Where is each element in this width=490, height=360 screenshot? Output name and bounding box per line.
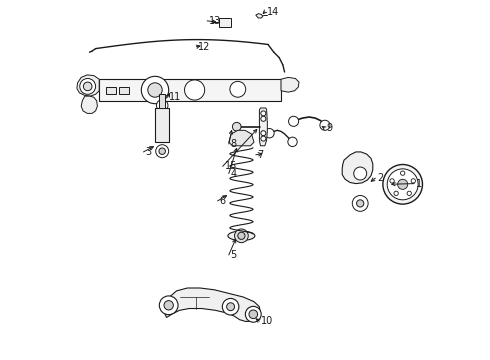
Polygon shape	[342, 152, 373, 184]
Circle shape	[400, 171, 405, 175]
Circle shape	[159, 296, 178, 315]
Bar	[106, 87, 117, 94]
Circle shape	[222, 298, 239, 315]
Circle shape	[245, 306, 261, 322]
Text: 8: 8	[231, 139, 237, 149]
Circle shape	[352, 195, 368, 211]
Circle shape	[261, 136, 266, 141]
Text: 10: 10	[261, 316, 273, 326]
Text: 11: 11	[170, 92, 182, 102]
Text: 12: 12	[198, 42, 211, 52]
Bar	[155, 108, 170, 142]
Text: 7: 7	[258, 150, 264, 160]
Ellipse shape	[228, 231, 255, 240]
Circle shape	[354, 167, 367, 180]
Circle shape	[357, 200, 364, 207]
Circle shape	[156, 145, 169, 158]
Circle shape	[185, 80, 205, 100]
Circle shape	[159, 148, 166, 154]
Text: 4: 4	[231, 168, 237, 179]
Bar	[220, 18, 231, 27]
Circle shape	[148, 83, 162, 97]
Circle shape	[289, 116, 298, 126]
Text: 9: 9	[326, 123, 332, 133]
Circle shape	[232, 122, 241, 131]
Circle shape	[411, 179, 416, 183]
Circle shape	[249, 310, 258, 319]
Circle shape	[265, 129, 274, 138]
Circle shape	[407, 191, 412, 195]
Polygon shape	[81, 96, 98, 113]
Text: 14: 14	[267, 7, 279, 17]
Circle shape	[156, 100, 168, 111]
Circle shape	[238, 232, 245, 239]
Polygon shape	[229, 130, 254, 146]
Polygon shape	[281, 77, 299, 92]
Circle shape	[235, 229, 248, 243]
Circle shape	[80, 78, 96, 94]
Circle shape	[383, 165, 422, 204]
Circle shape	[288, 137, 297, 147]
Circle shape	[227, 303, 235, 311]
Circle shape	[164, 301, 173, 310]
Polygon shape	[256, 14, 263, 18]
Circle shape	[261, 116, 266, 121]
Circle shape	[320, 120, 330, 130]
Circle shape	[398, 179, 408, 189]
Text: 3: 3	[145, 147, 151, 157]
Text: 5: 5	[231, 250, 237, 260]
Bar	[99, 79, 281, 101]
Polygon shape	[77, 75, 99, 96]
Text: 1: 1	[416, 179, 422, 189]
Bar	[119, 87, 129, 94]
Circle shape	[394, 191, 398, 195]
Circle shape	[83, 82, 92, 91]
Circle shape	[387, 169, 418, 200]
Circle shape	[261, 111, 266, 116]
Polygon shape	[164, 288, 260, 321]
Text: 2: 2	[377, 173, 383, 183]
Circle shape	[141, 76, 169, 104]
Circle shape	[261, 131, 266, 136]
Bar	[159, 94, 166, 108]
Text: 15: 15	[224, 161, 237, 171]
Circle shape	[390, 179, 394, 183]
Text: 6: 6	[220, 196, 225, 206]
Polygon shape	[259, 108, 268, 146]
Circle shape	[230, 81, 245, 97]
Text: 13: 13	[209, 16, 221, 26]
